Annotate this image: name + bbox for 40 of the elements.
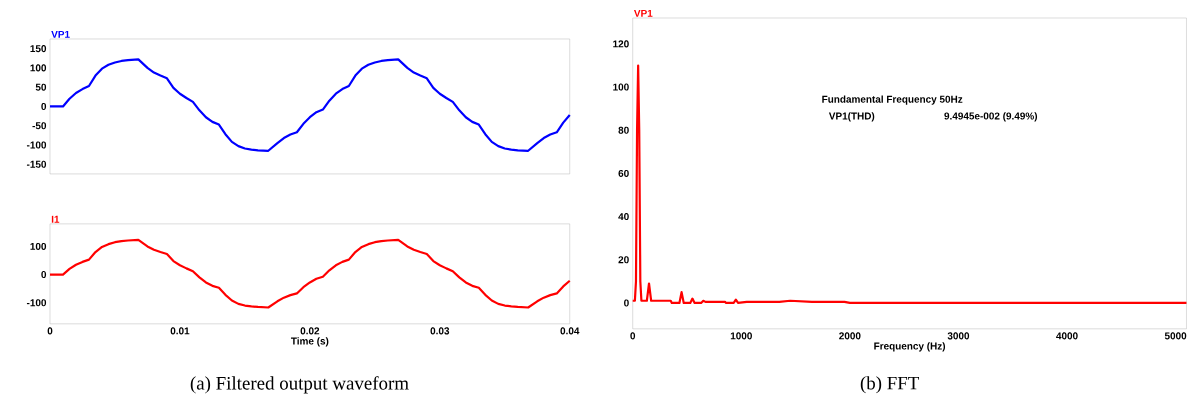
text: VP1 [51, 31, 70, 38]
x-tick-label: 0 [630, 332, 636, 340]
x-tick-label: 0 [47, 327, 53, 335]
x-tick-label: 0.01 [170, 327, 190, 335]
y-tick-label: 50 [35, 83, 47, 91]
y-tick-label: 80 [618, 126, 629, 134]
x-tick-label: 0.04 [560, 327, 580, 335]
y-tick-label: 0 [41, 271, 47, 279]
x-tick-label: 5000 [1164, 332, 1187, 340]
x-tick-label: 0.02 [300, 327, 320, 335]
y-tick-label: 40 [618, 213, 629, 221]
x-axis-title: Time (s) [290, 337, 329, 347]
line-series [48, 58, 571, 152]
y-tick-label: 100 [30, 64, 47, 72]
annotation: 9.4945e-002 (9.49%) [944, 112, 1038, 122]
x-tick-label: 3000 [947, 332, 970, 340]
y-tick-label: 100 [30, 242, 47, 251]
y-tick-label: 100 [613, 83, 629, 91]
text: (a) Filtered output waveform [190, 376, 409, 394]
y-tick-label: 0 [41, 103, 47, 111]
y-tick-label: -150 [26, 160, 47, 168]
y-tick-label: 120 [613, 40, 629, 48]
x-tick-label: 1000 [730, 332, 752, 340]
x-tick-label: 4000 [1056, 332, 1078, 340]
y-tick-label: -100 [26, 141, 47, 149]
line-series [48, 238, 571, 309]
annotation: Fundamental Frequency 50Hz [822, 95, 963, 105]
x-axis-title: Frequency (Hz) [874, 342, 946, 352]
annotation: VP1(THD) [828, 112, 875, 122]
y-tick-label: -50 [32, 122, 47, 130]
y-tick-label: 20 [618, 256, 629, 264]
text: I1 [51, 215, 60, 223]
y-tick-label: 60 [618, 169, 629, 178]
text: VP1 [633, 10, 653, 17]
text: (b) FFT [860, 376, 920, 394]
y-tick-label: -100 [26, 299, 47, 307]
x-tick-label: 0.03 [430, 327, 450, 335]
x-tick-label: 2000 [839, 332, 861, 340]
y-tick-label: 150 [30, 45, 47, 53]
y-tick-label: 0 [624, 299, 629, 307]
